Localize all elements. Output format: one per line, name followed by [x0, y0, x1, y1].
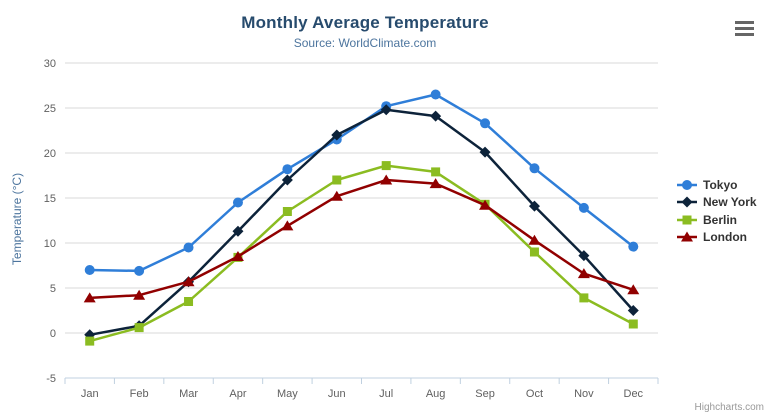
data-point-new-york[interactable] — [380, 104, 392, 116]
y-axis-tick-label: 30 — [44, 58, 56, 70]
data-point-london[interactable] — [577, 268, 590, 279]
series-line-tokyo[interactable] — [88, 93, 635, 273]
data-point-london[interactable] — [83, 292, 96, 303]
legend-item-tokyo[interactable]: Tokyo — [676, 176, 757, 194]
legend-item-new-york[interactable]: New York — [676, 194, 757, 212]
hamburger-icon — [735, 26, 754, 30]
x-axis-tick-label: Jul — [379, 388, 393, 400]
data-point-tokyo[interactable] — [183, 242, 194, 253]
x-axis-tick-label: Feb — [130, 388, 149, 400]
data-point-tokyo[interactable] — [134, 265, 145, 276]
legend-label: New York — [703, 195, 757, 210]
x-axis-tick-label: Jun — [328, 388, 346, 400]
export-menu-button[interactable] — [732, 15, 758, 41]
x-axis-tick-label: Jan — [81, 388, 99, 400]
highcharts-credits-link[interactable]: Highcharts.com — [694, 402, 764, 413]
data-point-london[interactable] — [528, 234, 541, 245]
diamond-marker-icon — [677, 196, 697, 208]
data-point-new-york[interactable] — [232, 225, 244, 237]
data-point-london[interactable] — [281, 220, 294, 231]
y-axis-tick-label: 5 — [50, 283, 56, 295]
x-axis-tick-label: Nov — [574, 388, 594, 400]
data-point-london[interactable] — [182, 276, 195, 287]
y-axis-tick-label: 15 — [44, 193, 56, 205]
square-marker-icon — [677, 215, 697, 225]
data-point-new-york[interactable] — [479, 146, 491, 158]
data-point-tokyo[interactable] — [84, 265, 95, 275]
legend-label: London — [703, 230, 747, 245]
data-point-tokyo[interactable] — [628, 241, 639, 252]
data-point-new-york[interactable] — [528, 200, 540, 212]
data-point-new-york[interactable] — [430, 110, 442, 122]
data-point-berlin[interactable] — [184, 297, 194, 306]
data-point-berlin[interactable] — [529, 247, 539, 257]
data-point-london[interactable] — [380, 174, 393, 185]
data-point-tokyo[interactable] — [480, 118, 491, 129]
chart-title: Monthly Average Temperature — [241, 13, 489, 32]
data-point-berlin[interactable] — [628, 319, 638, 329]
data-point-tokyo[interactable] — [232, 197, 243, 208]
data-point-london[interactable] — [133, 289, 146, 300]
x-axis-tick-label: Mar — [179, 388, 198, 400]
y-axis-tick-label: 20 — [44, 148, 56, 160]
series-line-london[interactable] — [88, 178, 635, 300]
series-line-berlin[interactable] — [88, 164, 635, 343]
y-axis-tick-label: 0 — [50, 328, 56, 340]
data-point-berlin[interactable] — [381, 161, 391, 171]
x-axis-tick-label: Oct — [526, 388, 543, 400]
x-axis-tick-label: Sep — [475, 388, 495, 400]
circle-marker-icon — [677, 179, 697, 190]
y-axis-tick-label: 10 — [44, 238, 56, 250]
data-point-berlin[interactable] — [332, 175, 342, 185]
data-point-berlin[interactable] — [85, 336, 95, 346]
data-point-new-york[interactable] — [627, 305, 639, 316]
data-point-london[interactable] — [479, 199, 492, 210]
data-point-new-york[interactable] — [281, 174, 293, 186]
y-axis-tick-label: 25 — [44, 103, 56, 115]
legend-item-berlin[interactable]: Berlin — [676, 211, 757, 229]
data-point-tokyo[interactable] — [282, 164, 293, 175]
data-point-new-york[interactable] — [578, 250, 590, 262]
x-axis-tick-label: Apr — [229, 388, 246, 400]
chart-subtitle: Source: WorldClimate.com — [293, 36, 437, 50]
legend-label: Tokyo — [703, 177, 738, 192]
data-point-london[interactable] — [330, 190, 343, 201]
data-point-berlin[interactable] — [579, 293, 589, 303]
x-axis-tick-label: Aug — [426, 388, 446, 400]
legend: Tokyo New York Berlin London — [676, 176, 757, 246]
data-point-london[interactable] — [429, 178, 442, 189]
hamburger-icon — [735, 20, 754, 24]
x-axis-tick-label: Dec — [624, 388, 644, 400]
x-axis-tick-label: May — [277, 388, 298, 400]
hamburger-icon — [735, 32, 754, 36]
legend-item-london[interactable]: London — [676, 229, 757, 247]
legend-label: Berlin — [703, 212, 738, 227]
data-point-london[interactable] — [231, 251, 244, 261]
data-point-berlin[interactable] — [282, 207, 292, 216]
y-axis-tick-label: -5 — [46, 373, 56, 385]
data-point-berlin[interactable] — [431, 167, 441, 177]
data-point-tokyo[interactable] — [529, 163, 540, 174]
data-point-berlin[interactable] — [134, 323, 144, 333]
data-point-new-york[interactable] — [331, 129, 343, 141]
series-line-new-york[interactable] — [88, 108, 635, 337]
data-point-london[interactable] — [627, 284, 640, 295]
data-point-tokyo[interactable] — [578, 202, 589, 213]
data-point-tokyo[interactable] — [430, 89, 441, 100]
triangle-marker-icon — [677, 231, 697, 242]
